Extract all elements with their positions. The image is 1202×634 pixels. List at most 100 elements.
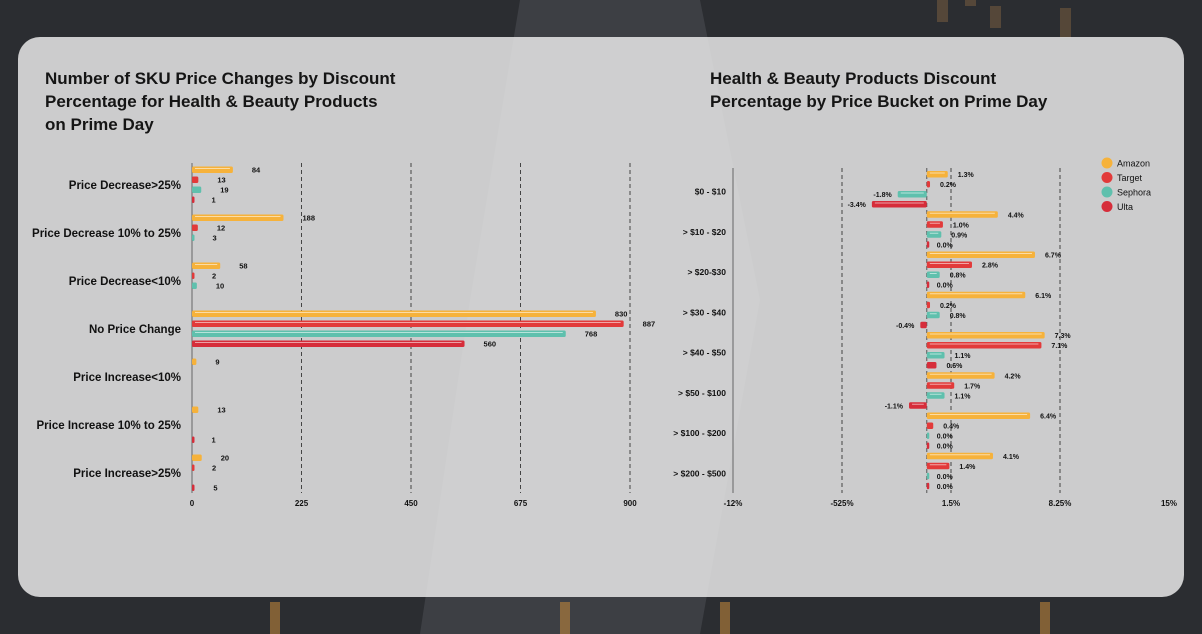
chart2-bar (926, 301, 931, 309)
chart2-data-label: 1.3% (958, 172, 975, 179)
chart2-data-label: 0.0% (937, 242, 954, 249)
chart1-bar (192, 320, 624, 327)
chart1-bar (192, 436, 195, 443)
chart2-category-label: > $10 - $20 (683, 227, 727, 237)
chart2-bar (926, 362, 937, 369)
chart1-bar (192, 310, 596, 317)
chart1-data-label: 12 (217, 224, 225, 233)
chart1-bar (192, 196, 195, 203)
chart2-category-label: > $100 - $200 (673, 428, 726, 438)
chart2-category-label: > $30 - $40 (683, 307, 727, 317)
chart2-bar (926, 382, 955, 389)
chart2-bar (926, 342, 1042, 349)
chart2-legend-marker (1101, 157, 1113, 169)
chart2-category-label: > $200 - $500 (673, 468, 726, 478)
chart2-bar (926, 311, 940, 319)
chart1-data-label: 5 (213, 484, 217, 493)
chart2-legend-label: Sephora (1117, 188, 1151, 198)
chart2-bar (926, 442, 930, 449)
chart1-bar (192, 272, 195, 279)
chart2-bar (926, 392, 945, 399)
discount-by-price-bucket-chart: -12% -525% 1.5% 8.25% 15%$0 - $101.3%0.2%-1.… (673, 157, 1177, 508)
chart2-data-label: 1.7% (964, 383, 981, 390)
chart2-bar (926, 372, 995, 379)
chart2-bar (926, 231, 942, 238)
chart2-data-label: 0.0% (937, 444, 954, 451)
chart2-bar (926, 171, 948, 178)
chart2-data-label: 6.1% (1035, 293, 1052, 300)
chart1-bar (192, 262, 221, 269)
chart2-data-label: 7.3% (1055, 333, 1072, 340)
chart1-x-tick-label: 225 (295, 499, 309, 508)
chart1-title: Number of SKU Price Changes by Discount … (45, 69, 396, 134)
chart1-category-label: Price Increase 10% to 25% (37, 420, 181, 432)
chart1-category-label: Price Decrease>25% (69, 180, 181, 192)
chart2-bar (926, 211, 998, 218)
chart1-data-label: 887 (643, 320, 656, 329)
chart1-data-label: 830 (615, 310, 628, 319)
chart2-category-label: $0 - $10 (695, 187, 726, 197)
chart2-bar (909, 402, 927, 409)
chart2-data-label: 0.2% (940, 303, 957, 310)
chart2-legend-label: Ulta (1117, 202, 1133, 212)
chart2-category-label: > $50 - $100 (678, 388, 726, 398)
chart1-x-tick-label: 675 (514, 499, 528, 508)
chart1-bar (192, 484, 195, 491)
chart2-data-label: 4.2% (1005, 373, 1022, 380)
chart1-category-label: Price Decrease<10% (69, 276, 181, 288)
chart2-data-label: 1.1% (955, 393, 972, 400)
chart2-data-label: 0.2% (940, 182, 957, 189)
chart1-data-label: 10 (216, 282, 224, 291)
chart2-data-label: 0.0% (937, 283, 954, 290)
chart1-bar (192, 214, 284, 221)
chart2-data-label: 4.4% (1008, 212, 1025, 219)
chart1-data-label: 2 (212, 272, 216, 281)
chart2-legend-marker (1101, 201, 1113, 212)
chart2-x-tick-label: -12% (724, 499, 743, 508)
chart2-data-label: 0.0% (937, 474, 954, 481)
chart1-bar (192, 406, 199, 413)
chart2-bar (926, 482, 930, 490)
chart1-category-label: Price Decrease 10% to 25% (32, 228, 181, 240)
chart1-data-label: 2 (212, 464, 216, 473)
chart1-data-label: 13 (217, 406, 225, 415)
chart2-bar (926, 261, 972, 268)
chart2-bar (926, 352, 945, 359)
chart2-bar (926, 332, 1045, 339)
chart1-category-label: Price Increase<10% (73, 372, 181, 384)
chart2-data-label: 1.0% (953, 222, 970, 229)
chart2-legend-label: Target (1117, 173, 1143, 183)
chart1-bar (192, 464, 195, 471)
chart1-bar (192, 340, 465, 347)
chart2-data-label: 1.4% (959, 464, 976, 471)
chart1-data-label: 3 (212, 234, 216, 243)
chart2-bar (926, 432, 930, 439)
chart2-bar (897, 191, 927, 198)
chart2-bar (926, 412, 1031, 419)
chart1-bar (192, 358, 197, 365)
chart2-data-label: 6.4% (1040, 414, 1057, 421)
chart2-x-tick-label: 8.25% (1049, 499, 1072, 508)
chart1-data-label: 560 (484, 340, 497, 349)
chart2-data-label: 0.4% (943, 424, 960, 431)
chart2-legend-marker (1101, 172, 1113, 183)
chart1-bar (192, 186, 202, 193)
chart2-data-label: 1.1% (955, 353, 972, 360)
chart2-bar (871, 201, 927, 208)
chart1-data-label: 1 (211, 196, 215, 205)
chart1-bar (192, 282, 197, 289)
chart2-bar (926, 251, 1035, 258)
chart2-legend-marker (1101, 186, 1113, 198)
chart1-data-label: 20 (221, 454, 229, 463)
chart2-data-label: -0.4% (896, 323, 915, 330)
chart2-bar (920, 321, 927, 329)
chart1-x-tick-label: 0 (190, 499, 195, 508)
chart1-data-label: 768 (585, 330, 598, 339)
chart1-data-label: 1 (211, 436, 215, 445)
chart2-data-label: 0.0% (937, 484, 954, 491)
chart1-data-label: 9 (215, 358, 219, 367)
chart2-bar (926, 181, 931, 188)
chart1-data-label: 58 (239, 262, 247, 271)
chart2-bar (926, 291, 1026, 299)
